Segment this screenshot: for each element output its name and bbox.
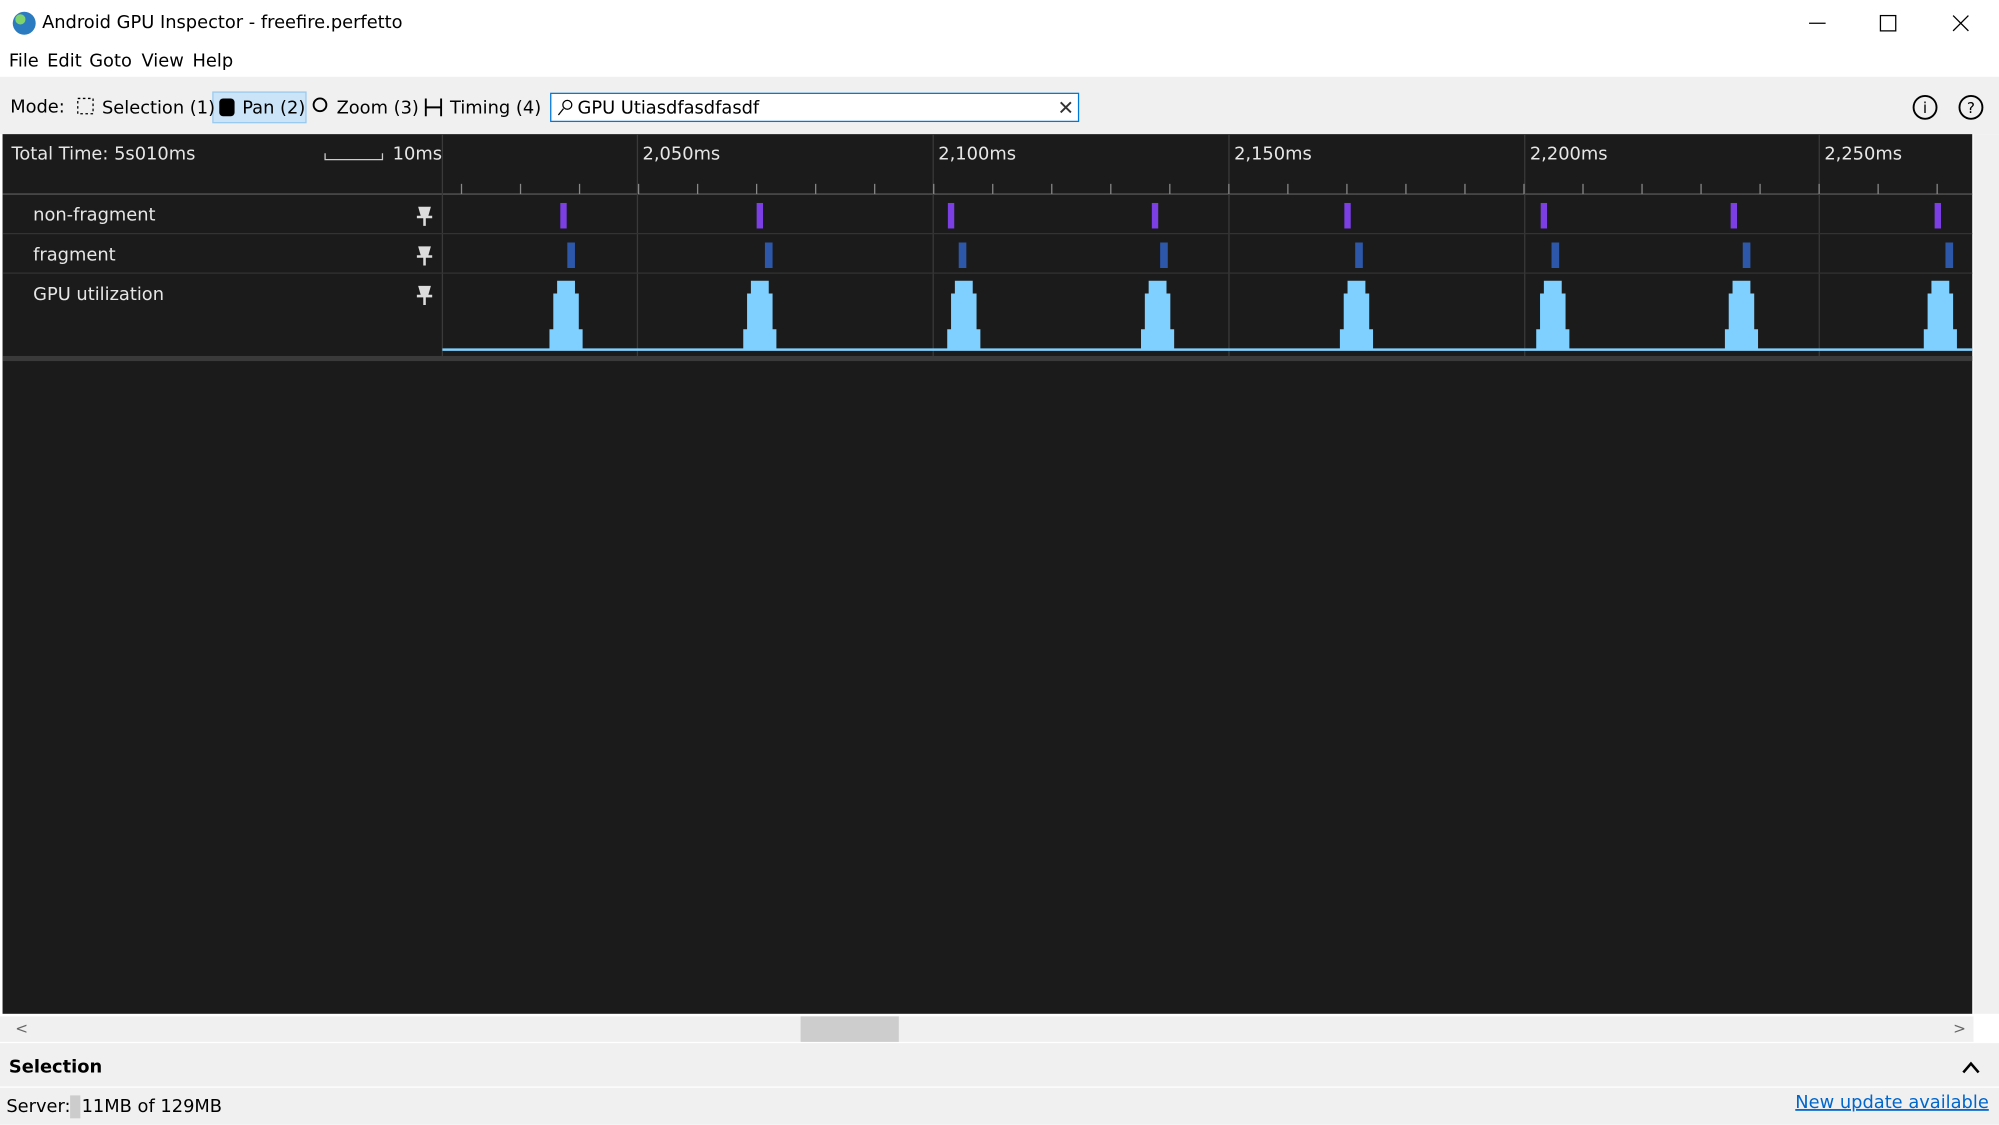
- menu-item[interactable]: Edit: [47, 50, 82, 71]
- utilization-peak: [1141, 280, 1175, 350]
- non-fragment-slice[interactable]: [560, 202, 567, 229]
- search-text[interactable]: GPU Utiasdfasdfasdf: [578, 98, 760, 119]
- vertical-scrollbar[interactable]: [1973, 134, 1999, 1014]
- mode-buttons: Selection (1) Pan (2) Zoom (3) Timing (4): [77, 97, 541, 119]
- pin-icon[interactable]: [416, 246, 433, 266]
- scroll-left[interactable]: <: [15, 1020, 28, 1038]
- timeline-background: [2, 134, 1973, 1014]
- title-bar: [0, 0, 1999, 47]
- fragment-slice[interactable]: [764, 242, 773, 269]
- fragment-slice[interactable]: [1160, 242, 1168, 269]
- non-fragment-slice[interactable]: [1730, 202, 1738, 229]
- menu-item[interactable]: Help: [193, 50, 234, 71]
- close-button[interactable]: [1952, 15, 1969, 32]
- memory-bar: [70, 1095, 81, 1119]
- mode-button[interactable]: Zoom (3): [337, 98, 419, 119]
- horizontal-scrollbar[interactable]: [0, 1016, 1974, 1042]
- app-icon: [12, 11, 36, 35]
- maximize-button[interactable]: [1879, 14, 1897, 32]
- fragment-slice[interactable]: [567, 242, 575, 269]
- timing-icon: [424, 98, 443, 117]
- menu-bar: File Edit Goto View Help: [9, 50, 233, 71]
- track-name: fragment: [33, 244, 115, 265]
- menu-item[interactable]: File: [9, 50, 39, 71]
- zoom-icon: [312, 97, 328, 113]
- update-link[interactable]: New update available: [1795, 1092, 1989, 1113]
- pan-icon: [219, 98, 235, 117]
- non-fragment-slice[interactable]: [756, 202, 764, 229]
- utilization-peak: [549, 280, 583, 350]
- scale-bar: [324, 153, 384, 161]
- mode-button[interactable]: Selection (1): [102, 98, 215, 119]
- time-tick-label: 2,200ms: [1530, 144, 1608, 165]
- time-tick-label: 2,150ms: [1234, 144, 1312, 165]
- track-name: non-fragment: [33, 205, 155, 226]
- mode-label: Mode:: [10, 96, 65, 117]
- track-name: GPU utilization: [33, 284, 164, 305]
- selection-panel-header: [0, 1043, 1999, 1087]
- non-fragment-slice[interactable]: [1344, 202, 1351, 229]
- time-tick-label: 2,250ms: [1824, 144, 1902, 165]
- expand-caret[interactable]: [1962, 1061, 1980, 1074]
- selection-title: Selection: [9, 1056, 102, 1077]
- non-fragment-slice[interactable]: [1151, 202, 1159, 229]
- scale-label: 10ms: [393, 144, 442, 165]
- fragment-slice[interactable]: [1355, 242, 1363, 269]
- search-box[interactable]: [550, 92, 1080, 123]
- window-title: Android GPU Inspector - freefire.perfett…: [42, 12, 403, 33]
- non-fragment-slice[interactable]: [1540, 202, 1548, 229]
- status-bar: [0, 1087, 1999, 1125]
- selection-icon: [77, 97, 94, 115]
- server-memory: 11MB of 129MB: [82, 1096, 222, 1117]
- pan-highlight: [212, 91, 307, 124]
- tracks-separator: [2, 355, 1973, 362]
- server-label: Server:: [6, 1096, 70, 1117]
- menu-item[interactable]: View: [142, 50, 184, 71]
- utilization-peak: [743, 280, 777, 350]
- timeline: Total Time: 5s010ms 10ms 2,050ms 2,100ms 2…: [2, 134, 1973, 1014]
- pin-icon[interactable]: [416, 206, 433, 226]
- non-fragment-slice[interactable]: [1934, 202, 1941, 229]
- scroll-thumb[interactable]: [800, 1016, 899, 1042]
- fragment-slice[interactable]: [1551, 242, 1560, 269]
- help-button[interactable]: [1958, 94, 1984, 120]
- total-time: Total Time: 5s010ms: [10, 144, 195, 165]
- app-icon-highlight: [15, 14, 26, 25]
- fragment-slice[interactable]: [1742, 242, 1751, 269]
- fragment-slice[interactable]: [1945, 242, 1954, 269]
- scroll-right[interactable]: >: [1953, 1020, 1966, 1038]
- fragment-slice[interactable]: [958, 242, 967, 269]
- search-icon: [562, 99, 573, 110]
- help-glyph: ?: [1967, 99, 1975, 117]
- time-tick-label: 2,050ms: [643, 144, 721, 165]
- utilization-peak: [1923, 280, 1957, 350]
- utilization-peak: [1339, 280, 1374, 350]
- utilization-peak: [1536, 280, 1570, 350]
- search-clear[interactable]: [1060, 101, 1072, 114]
- mode-button[interactable]: Timing (4): [449, 98, 541, 119]
- utilization-peak: [947, 280, 981, 350]
- non-fragment-slice[interactable]: [947, 202, 955, 229]
- pin-icon[interactable]: [416, 285, 433, 305]
- utilization-peak: [1724, 280, 1759, 350]
- mode-button[interactable]: Pan (2): [242, 98, 305, 119]
- info-button[interactable]: [1912, 94, 1938, 120]
- time-tick-label: 2,100ms: [938, 144, 1016, 165]
- search-icon-handle: [557, 108, 564, 116]
- info-glyph: i: [1923, 99, 1927, 117]
- menu-item[interactable]: Goto: [89, 50, 132, 71]
